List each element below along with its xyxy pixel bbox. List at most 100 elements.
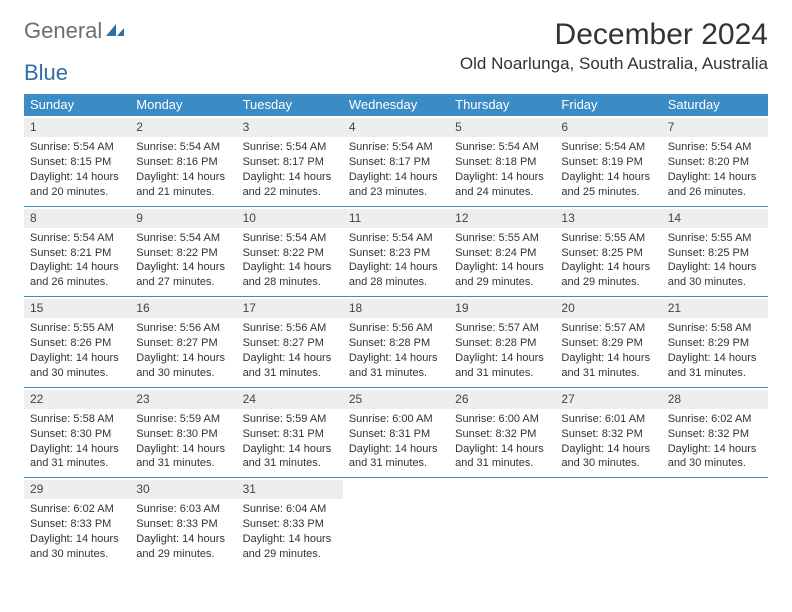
day-number: 16 [130, 299, 236, 318]
day-number: 23 [130, 390, 236, 409]
day-cell: 30Sunrise: 6:03 AMSunset: 8:33 PMDayligh… [130, 478, 236, 568]
day-cell: 15Sunrise: 5:55 AMSunset: 8:26 PMDayligh… [24, 297, 130, 387]
daylight-line: Daylight: 14 hours and 29 minutes. [561, 260, 655, 290]
day-cell: 12Sunrise: 5:55 AMSunset: 8:24 PMDayligh… [449, 207, 555, 297]
daylight-line: Daylight: 14 hours and 31 minutes. [136, 442, 230, 472]
day-number: 15 [24, 299, 130, 318]
sunset-line: Sunset: 8:23 PM [349, 246, 443, 261]
sunrise-line: Sunrise: 5:56 AM [349, 321, 443, 336]
day-cell: 1Sunrise: 5:54 AMSunset: 8:15 PMDaylight… [24, 116, 130, 206]
day-cell: 3Sunrise: 5:54 AMSunset: 8:17 PMDaylight… [237, 116, 343, 206]
day-number: 4 [343, 118, 449, 137]
sunrise-line: Sunrise: 5:58 AM [30, 412, 124, 427]
day-cell: 11Sunrise: 5:54 AMSunset: 8:23 PMDayligh… [343, 207, 449, 297]
day-cell: 19Sunrise: 5:57 AMSunset: 8:28 PMDayligh… [449, 297, 555, 387]
day-number: 30 [130, 480, 236, 499]
day-cell [555, 478, 661, 568]
sunrise-line: Sunrise: 5:54 AM [243, 231, 337, 246]
logo-word-1: General [24, 18, 102, 44]
sunrise-line: Sunrise: 5:55 AM [455, 231, 549, 246]
daylight-line: Daylight: 14 hours and 29 minutes. [243, 532, 337, 562]
day-number: 31 [237, 480, 343, 499]
sunrise-line: Sunrise: 5:54 AM [668, 140, 762, 155]
daylight-line: Daylight: 14 hours and 31 minutes. [455, 442, 549, 472]
sunset-line: Sunset: 8:32 PM [455, 427, 549, 442]
sunset-line: Sunset: 8:32 PM [561, 427, 655, 442]
day-cell: 5Sunrise: 5:54 AMSunset: 8:18 PMDaylight… [449, 116, 555, 206]
daylight-line: Daylight: 14 hours and 29 minutes. [455, 260, 549, 290]
sunset-line: Sunset: 8:21 PM [30, 246, 124, 261]
weekday-label: Thursday [449, 94, 555, 116]
daylight-line: Daylight: 14 hours and 31 minutes. [455, 351, 549, 381]
daylight-line: Daylight: 14 hours and 30 minutes. [30, 351, 124, 381]
sunset-line: Sunset: 8:22 PM [243, 246, 337, 261]
day-number: 24 [237, 390, 343, 409]
sunset-line: Sunset: 8:28 PM [349, 336, 443, 351]
sunset-line: Sunset: 8:26 PM [30, 336, 124, 351]
day-cell: 6Sunrise: 5:54 AMSunset: 8:19 PMDaylight… [555, 116, 661, 206]
daylight-line: Daylight: 14 hours and 28 minutes. [243, 260, 337, 290]
day-cell: 26Sunrise: 6:00 AMSunset: 8:32 PMDayligh… [449, 388, 555, 478]
weekday-label: Sunday [24, 94, 130, 116]
location: Old Noarlunga, South Australia, Australi… [460, 54, 768, 74]
day-cell: 25 Sunrise: 6:00 AMSunset: 8:31 PMDayligh… [343, 388, 449, 478]
sunrise-line: Sunrise: 5:54 AM [349, 140, 443, 155]
sunrise-line: Sunrise: 5:54 AM [30, 231, 124, 246]
day-number: 10 [237, 209, 343, 228]
sunset-line: Sunset: 8:22 PM [136, 246, 230, 261]
day-cell [662, 478, 768, 568]
weekday-label: Wednesday [343, 94, 449, 116]
daylight-line: Daylight: 14 hours and 29 minutes. [136, 532, 230, 562]
sunrise-line: Sunrise: 6:00 AM [349, 412, 443, 427]
day-cell: 20Sunrise: 5:57 AMSunset: 8:29 PMDayligh… [555, 297, 661, 387]
daylight-line: Daylight: 14 hours and 28 minutes. [349, 260, 443, 290]
daylight-line: Daylight: 14 hours and 31 minutes. [243, 351, 337, 381]
day-number: 17 [237, 299, 343, 318]
day-number: 14 [662, 209, 768, 228]
logo-sail-icon [104, 22, 126, 40]
sunset-line: Sunset: 8:17 PM [349, 155, 443, 170]
weekday-label: Monday [130, 94, 236, 116]
sunrise-line: Sunrise: 5:56 AM [243, 321, 337, 336]
sunset-line: Sunset: 8:25 PM [668, 246, 762, 261]
daylight-line: Daylight: 14 hours and 25 minutes. [561, 170, 655, 200]
daylight-line: Daylight: 14 hours and 22 minutes. [243, 170, 337, 200]
sunrise-line: Sunrise: 5:59 AM [136, 412, 230, 427]
sunrise-line: Sunrise: 6:04 AM [243, 502, 337, 517]
day-number: 3 [237, 118, 343, 137]
day-number: 13 [555, 209, 661, 228]
day-cell: 4Sunrise: 5:54 AMSunset: 8:17 PMDaylight… [343, 116, 449, 206]
sunset-line: Sunset: 8:31 PM [349, 427, 443, 442]
day-number: 11 [343, 209, 449, 228]
daylight-line: Daylight: 14 hours and 31 minutes. [349, 442, 443, 472]
daylight-line: Daylight: 14 hours and 31 minutes. [30, 442, 124, 472]
week-row: 8Sunrise: 5:54 AMSunset: 8:21 PMDaylight… [24, 207, 768, 298]
sunrise-line: Sunrise: 5:59 AM [243, 412, 337, 427]
day-cell: 16Sunrise: 5:56 AMSunset: 8:27 PMDayligh… [130, 297, 236, 387]
daylight-line: Daylight: 14 hours and 30 minutes. [668, 442, 762, 472]
day-number: 25 [343, 390, 449, 409]
month-title: December 2024 [460, 18, 768, 52]
day-number: 2 [130, 118, 236, 137]
sunset-line: Sunset: 8:29 PM [561, 336, 655, 351]
day-number: 21 [662, 299, 768, 318]
day-cell: 13Sunrise: 5:55 AMSunset: 8:25 PMDayligh… [555, 207, 661, 297]
weekday-label: Friday [555, 94, 661, 116]
sunset-line: Sunset: 8:27 PM [243, 336, 337, 351]
sunrise-line: Sunrise: 5:57 AM [561, 321, 655, 336]
day-number: 20 [555, 299, 661, 318]
calendar-body: 1Sunrise: 5:54 AMSunset: 8:15 PMDaylight… [24, 116, 768, 568]
week-row: 22Sunrise: 5:58 AMSunset: 8:30 PMDayligh… [24, 388, 768, 479]
sunrise-line: Sunrise: 6:03 AM [136, 502, 230, 517]
week-row: 15Sunrise: 5:55 AMSunset: 8:26 PMDayligh… [24, 297, 768, 388]
day-cell: 2Sunrise: 5:54 AMSunset: 8:16 PMDaylight… [130, 116, 236, 206]
daylight-line: Daylight: 14 hours and 31 minutes. [243, 442, 337, 472]
day-number: 6 [555, 118, 661, 137]
day-cell: 21Sunrise: 5:58 AMSunset: 8:29 PMDayligh… [662, 297, 768, 387]
sunset-line: Sunset: 8:15 PM [30, 155, 124, 170]
sunrise-line: Sunrise: 5:54 AM [243, 140, 337, 155]
sunrise-line: Sunrise: 5:54 AM [561, 140, 655, 155]
sunset-line: Sunset: 8:28 PM [455, 336, 549, 351]
sunset-line: Sunset: 8:33 PM [30, 517, 124, 532]
day-number: 7 [662, 118, 768, 137]
